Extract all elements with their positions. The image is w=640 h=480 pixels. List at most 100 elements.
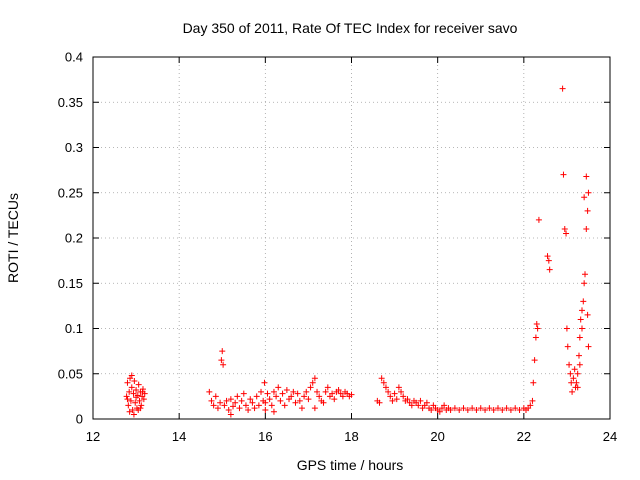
data-point bbox=[574, 370, 581, 377]
data-point bbox=[507, 406, 514, 413]
data-point bbox=[566, 361, 573, 368]
data-point bbox=[125, 402, 132, 409]
data-point bbox=[138, 402, 145, 409]
data-point bbox=[320, 399, 327, 406]
x-tick-label: 20 bbox=[430, 429, 444, 444]
data-point bbox=[378, 375, 385, 382]
x-tick-label: 18 bbox=[344, 429, 358, 444]
data-point bbox=[140, 396, 147, 403]
data-point bbox=[262, 399, 269, 406]
data-point bbox=[348, 391, 355, 398]
data-point bbox=[139, 388, 146, 395]
data-point bbox=[131, 377, 138, 384]
x-tick-label: 16 bbox=[258, 429, 272, 444]
data-point bbox=[305, 396, 312, 403]
data-point bbox=[582, 271, 589, 278]
data-point bbox=[301, 393, 308, 400]
data-point bbox=[227, 411, 234, 418]
data-point bbox=[477, 405, 484, 412]
data-point bbox=[576, 334, 583, 341]
data-point bbox=[253, 393, 260, 400]
data-point bbox=[423, 399, 430, 406]
data-point bbox=[130, 411, 137, 418]
data-point bbox=[534, 325, 541, 332]
y-tick-label: 0.3 bbox=[65, 140, 83, 155]
x-tick-label: 22 bbox=[517, 429, 531, 444]
data-point bbox=[533, 320, 540, 327]
data-point bbox=[387, 393, 394, 400]
data-point bbox=[232, 399, 239, 406]
data-point bbox=[559, 85, 566, 92]
data-point bbox=[561, 225, 568, 232]
data-point bbox=[133, 387, 140, 394]
data-point bbox=[408, 402, 415, 409]
data-point bbox=[581, 280, 588, 287]
data-point bbox=[208, 397, 215, 404]
y-tick-label: 0.2 bbox=[65, 231, 83, 246]
data-point bbox=[391, 390, 398, 397]
data-point bbox=[264, 390, 271, 397]
data-point bbox=[577, 316, 584, 323]
data-point bbox=[238, 397, 245, 404]
data-point bbox=[563, 230, 570, 237]
data-point bbox=[451, 405, 458, 412]
data-point bbox=[136, 397, 143, 404]
data-point bbox=[258, 388, 265, 395]
data-point bbox=[273, 393, 280, 400]
data-point bbox=[573, 379, 580, 386]
data-point bbox=[584, 207, 591, 214]
data-point bbox=[329, 390, 336, 397]
data-point bbox=[469, 405, 476, 412]
data-point bbox=[275, 384, 282, 391]
data-point bbox=[564, 343, 571, 350]
data-point bbox=[571, 366, 578, 373]
data-point bbox=[428, 406, 435, 413]
data-point bbox=[576, 361, 583, 368]
data-point bbox=[464, 406, 471, 413]
data-point bbox=[436, 408, 443, 415]
data-point bbox=[530, 379, 537, 386]
plot-frame bbox=[92, 56, 611, 420]
data-point bbox=[132, 399, 139, 406]
data-point bbox=[532, 334, 539, 341]
data-point bbox=[218, 357, 225, 364]
data-point bbox=[584, 311, 591, 318]
data-point bbox=[546, 266, 553, 273]
data-point bbox=[512, 405, 519, 412]
data-point bbox=[137, 405, 144, 412]
data-point bbox=[322, 388, 329, 395]
data-point bbox=[240, 390, 247, 397]
data-point bbox=[567, 370, 574, 377]
data-point bbox=[400, 393, 407, 400]
data-point bbox=[281, 402, 288, 409]
data-point bbox=[563, 325, 570, 332]
data-point bbox=[335, 387, 342, 394]
data-point bbox=[331, 396, 338, 403]
x-tick-label: 24 bbox=[603, 429, 617, 444]
data-point bbox=[389, 397, 396, 404]
data-point bbox=[214, 405, 221, 412]
data-point bbox=[529, 397, 536, 404]
data-point bbox=[398, 388, 405, 395]
data-point bbox=[212, 393, 219, 400]
data-point bbox=[206, 388, 213, 395]
data-point bbox=[277, 397, 284, 404]
data-point bbox=[268, 402, 275, 409]
data-point bbox=[236, 405, 243, 412]
data-point bbox=[380, 379, 387, 386]
data-point bbox=[126, 388, 133, 395]
y-tick-label: 0.15 bbox=[58, 276, 83, 291]
chart-title: Day 350 of 2011, Rate Of TEC Index for r… bbox=[183, 20, 518, 36]
data-point bbox=[124, 396, 131, 403]
data-point bbox=[456, 406, 463, 413]
data-point bbox=[417, 397, 424, 404]
data-point bbox=[382, 384, 389, 391]
data-point bbox=[227, 396, 234, 403]
data-point bbox=[581, 194, 588, 201]
y-tick-label: 0.05 bbox=[58, 366, 83, 381]
data-point bbox=[127, 397, 134, 404]
y-tick-label: 0.4 bbox=[65, 50, 83, 65]
data-point bbox=[298, 405, 305, 412]
data-point bbox=[575, 352, 582, 359]
data-point bbox=[376, 399, 383, 406]
